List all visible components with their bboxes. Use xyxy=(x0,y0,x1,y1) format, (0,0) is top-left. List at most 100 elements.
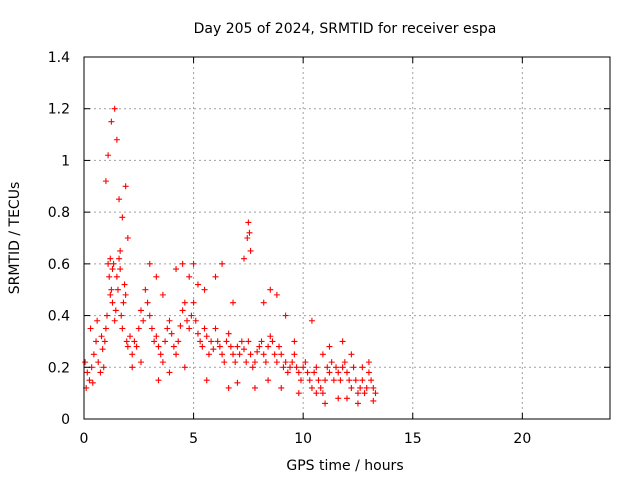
data-point xyxy=(372,390,379,397)
data-point xyxy=(190,260,197,267)
data-point xyxy=(370,384,377,391)
data-point xyxy=(127,333,134,340)
data-point xyxy=(168,330,175,337)
data-point xyxy=(262,359,269,366)
data-point xyxy=(186,273,193,280)
data-point xyxy=(110,260,117,267)
data-point xyxy=(108,118,115,125)
data-point xyxy=(119,214,126,221)
data-point xyxy=(113,136,120,143)
data-point xyxy=(173,351,180,358)
data-point xyxy=(354,400,361,407)
data-point xyxy=(368,377,375,384)
data-point xyxy=(146,312,153,319)
data-point xyxy=(116,255,123,262)
data-point xyxy=(315,377,322,384)
x-tick-label: 0 xyxy=(80,431,89,447)
data-point xyxy=(291,351,298,358)
data-point xyxy=(97,369,104,376)
data-point xyxy=(93,338,100,345)
data-point xyxy=(129,364,136,371)
data-point xyxy=(107,255,114,262)
data-point xyxy=(89,379,96,386)
data-point xyxy=(282,359,289,366)
data-point xyxy=(273,291,280,298)
data-point xyxy=(208,338,215,345)
data-point xyxy=(344,395,350,402)
data-point xyxy=(339,338,346,345)
data-point xyxy=(291,338,298,345)
x-tick-label: 15 xyxy=(404,431,422,447)
y-tick-label: 0.2 xyxy=(48,360,70,376)
data-point xyxy=(244,235,251,241)
data-point xyxy=(221,359,228,366)
data-point xyxy=(265,343,272,350)
data-point xyxy=(319,390,326,397)
chart-title: Day 205 of 2024, SRMTID for receiver esp… xyxy=(194,21,497,37)
data-point xyxy=(201,325,208,332)
data-point xyxy=(102,178,109,185)
data-point xyxy=(194,281,201,288)
data-point xyxy=(124,343,131,350)
data-point xyxy=(212,325,219,332)
data-point xyxy=(333,364,340,371)
y-tick-label: 0.8 xyxy=(48,205,70,221)
data-point xyxy=(135,325,142,332)
data-point xyxy=(269,338,276,345)
data-point xyxy=(335,395,342,402)
data-point xyxy=(186,325,193,332)
data-point xyxy=(322,377,329,384)
data-point xyxy=(153,333,160,340)
y-tick-label: 1.2 xyxy=(48,102,70,118)
data-point xyxy=(225,330,232,337)
x-tick-label: 20 xyxy=(513,431,531,447)
data-point xyxy=(363,384,370,391)
data-point xyxy=(324,364,331,371)
data-point xyxy=(289,359,296,366)
data-point xyxy=(246,229,253,236)
data-point xyxy=(162,338,169,345)
data-point xyxy=(284,369,291,376)
data-point xyxy=(214,338,221,345)
data-point xyxy=(109,266,116,273)
data-point xyxy=(225,384,232,391)
data-point xyxy=(361,390,368,397)
data-point xyxy=(111,317,118,324)
data-point xyxy=(159,359,166,366)
data-point xyxy=(104,312,111,319)
data-point xyxy=(120,299,127,306)
data-point xyxy=(335,369,342,376)
data-point xyxy=(94,317,101,324)
data-point xyxy=(254,348,261,355)
data-point xyxy=(223,338,230,345)
data-point xyxy=(170,343,177,350)
y-tick-label: 1.4 xyxy=(48,50,70,66)
data-point xyxy=(350,364,357,371)
data-markers xyxy=(82,105,379,407)
x-tick-label: 10 xyxy=(294,431,312,447)
data-point xyxy=(256,343,263,350)
data-point xyxy=(219,260,226,267)
data-point xyxy=(232,359,239,366)
data-point xyxy=(181,299,188,306)
data-point xyxy=(86,377,93,384)
data-point xyxy=(276,343,283,350)
data-point xyxy=(236,351,243,358)
data-point xyxy=(175,338,182,345)
data-point xyxy=(95,359,102,366)
data-point xyxy=(192,317,199,324)
data-point xyxy=(230,299,237,306)
data-point xyxy=(190,299,197,306)
data-point xyxy=(197,338,204,345)
data-point xyxy=(179,307,186,314)
data-point xyxy=(322,400,329,407)
data-point xyxy=(319,351,326,358)
data-point xyxy=(238,338,245,345)
data-point xyxy=(240,255,247,262)
data-point xyxy=(267,286,274,293)
data-point xyxy=(357,384,364,391)
data-point xyxy=(184,317,191,324)
data-point xyxy=(354,390,361,397)
data-point xyxy=(148,325,155,332)
data-point xyxy=(359,377,366,384)
